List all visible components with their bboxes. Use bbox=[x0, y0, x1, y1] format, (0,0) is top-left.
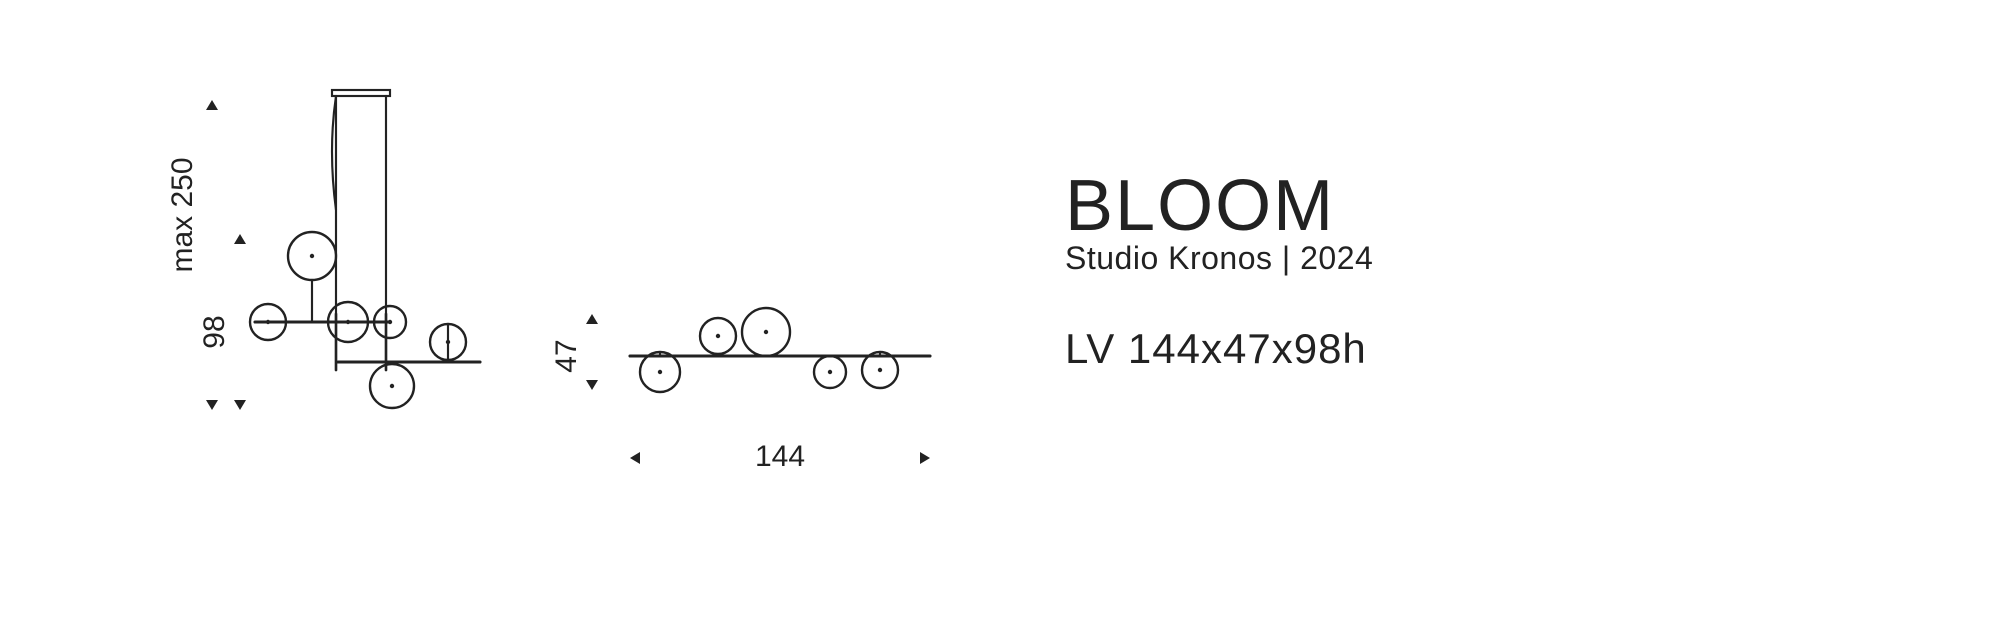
design-year: 2024 bbox=[1300, 240, 1373, 276]
product-text-block: BLOOM Studio Kronos | 2024 LV 144x47x98h bbox=[1065, 170, 1965, 373]
svg-text:144: 144 bbox=[755, 440, 805, 473]
svg-text:47: 47 bbox=[550, 339, 583, 372]
canvas: max 250 98 47 144 BLOOM Studio Kronos | 202… bbox=[0, 0, 2008, 635]
diagram-svg: max 250 98 47 144 bbox=[140, 70, 1040, 570]
svg-text:98: 98 bbox=[198, 315, 231, 348]
dimension-diagram: max 250 98 47 144 bbox=[140, 70, 1040, 570]
sku-dimensions: LV 144x47x98h bbox=[1065, 325, 1965, 373]
svg-text:max 250: max 250 bbox=[166, 157, 199, 272]
byline-separator: | bbox=[1273, 240, 1301, 276]
product-byline: Studio Kronos | 2024 bbox=[1065, 240, 1965, 277]
product-name: BLOOM bbox=[1065, 170, 1965, 242]
designer-name: Studio Kronos bbox=[1065, 240, 1273, 276]
